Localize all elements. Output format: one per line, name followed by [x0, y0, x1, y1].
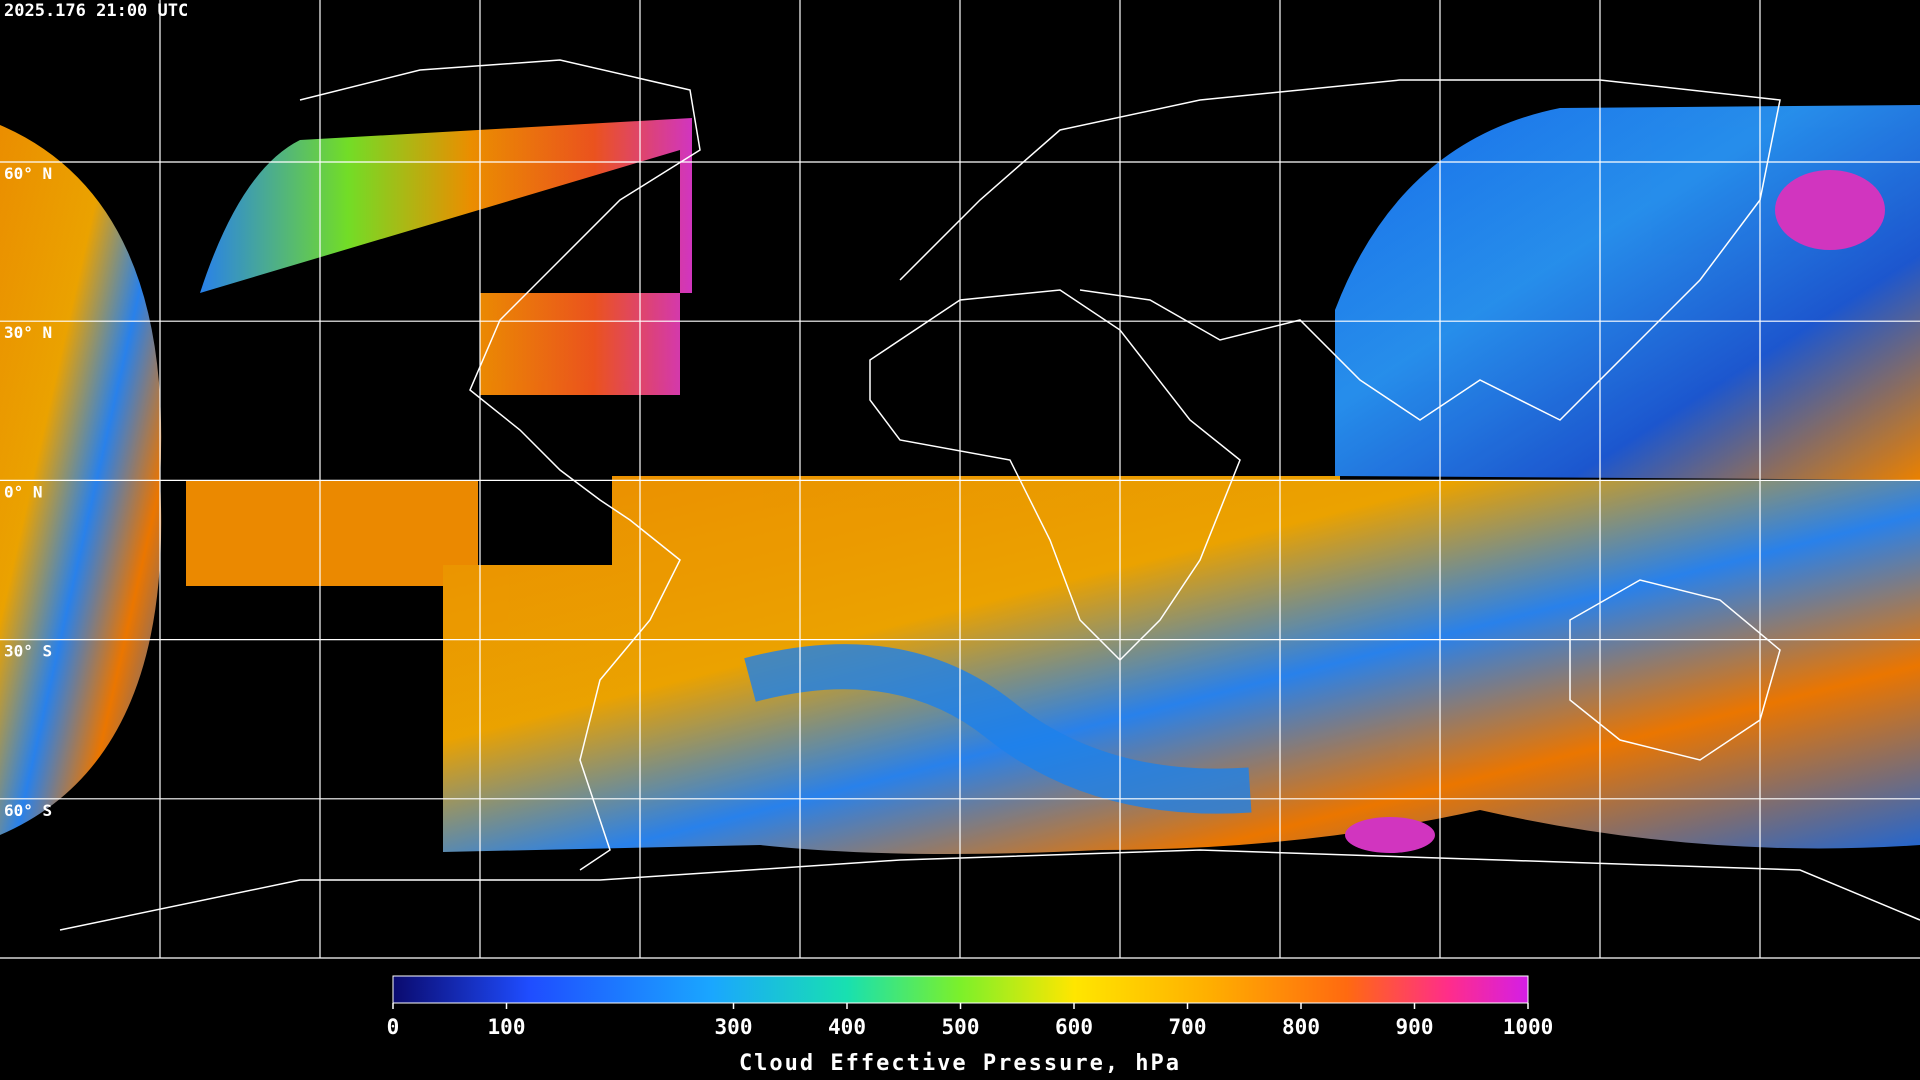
latitude-label: 30° N: [4, 323, 52, 342]
coastline: [299, 59, 701, 871]
imagery-patch: [186, 480, 478, 586]
latitude-label: 0° N: [4, 482, 43, 501]
colorbar-tick-label: 500: [942, 1015, 980, 1039]
coastline: [59, 849, 1920, 931]
latitude-label: 60° N: [4, 164, 52, 183]
colorbar-tick-label: 700: [1169, 1015, 1207, 1039]
imagery-patch: [1345, 817, 1435, 853]
latitude-label: 60° S: [4, 801, 52, 820]
colorbar-tick-label: 900: [1396, 1015, 1434, 1039]
colorbar-tick-label: 0: [387, 1015, 400, 1039]
graticule: 60° N 30° N 0° N 30° S 60° S: [0, 0, 1920, 959]
imagery-patch: [1775, 170, 1885, 250]
colorbar-tick-label: 100: [488, 1015, 526, 1039]
colorbar: [392, 975, 1529, 1004]
colorbar-tick-label: 300: [715, 1015, 753, 1039]
imagery-patch: [443, 476, 1920, 854]
latitude-label: 30° S: [4, 642, 52, 661]
colorbar-tick-label: 400: [828, 1015, 866, 1039]
imagery-patch: [744, 644, 1252, 814]
colorbar-tick-label: 800: [1282, 1015, 1320, 1039]
coastline: [899, 79, 1781, 421]
timestamp: 2025.176 21:00 UTC: [4, 1, 188, 21]
colorbar-tick-label: 600: [1055, 1015, 1093, 1039]
coastline: [869, 289, 1241, 662]
imagery-patch: [1335, 105, 1920, 480]
colorbar-label: Cloud Effective Pressure, hPa: [739, 1051, 1181, 1076]
satellite-imagery: [0, 105, 1920, 854]
colorbar-tick-label: 1000: [1503, 1015, 1554, 1039]
imagery-patch: [200, 118, 692, 395]
